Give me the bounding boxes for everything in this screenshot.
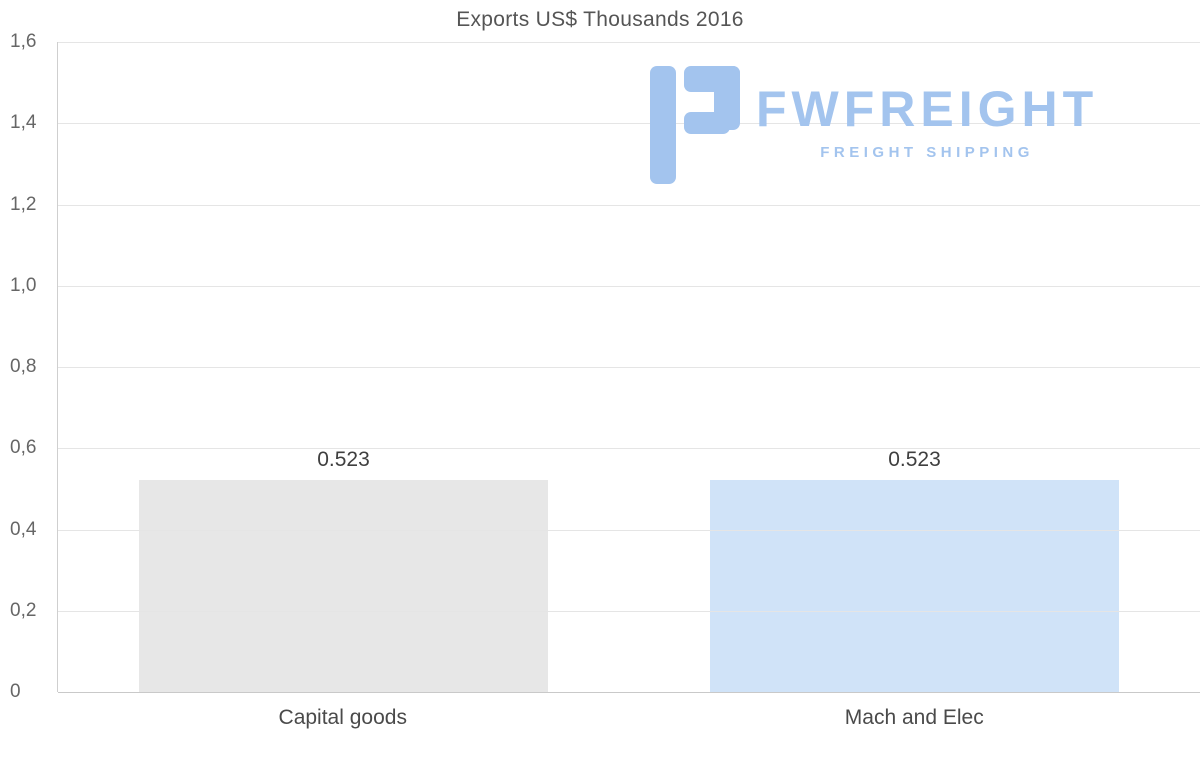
- fwfreight-logo-icon: [648, 66, 740, 189]
- y-axis: 0 0,2 0,4 0,6 0,8 1,0 1,2 1,4 1,6: [0, 0, 50, 763]
- y-tick-label: 0,4: [10, 518, 37, 540]
- y-tick-label: 1,4: [10, 112, 37, 134]
- watermark-tagline: FREIGHT SHIPPING: [820, 144, 1034, 161]
- y-tick-label: 0,2: [10, 599, 37, 621]
- bar-capital-goods: 0.523: [139, 448, 548, 692]
- chart-title: Exports US$ Thousands 2016: [456, 8, 744, 31]
- y-tick-label: 0,8: [10, 356, 37, 377]
- watermark-logo: FWFREIGHT FREIGHT SHIPPING: [648, 66, 1098, 189]
- gridline: [58, 692, 1200, 693]
- plot-area: 0.523 0.523: [57, 42, 1200, 693]
- y-tick-label: 0: [10, 681, 21, 702]
- y-tick-label: 0,6: [10, 437, 37, 459]
- x-axis: Capital goods Mach and Elec: [57, 706, 1200, 730]
- y-tick-label: 1,2: [10, 193, 37, 215]
- gridline: [58, 285, 1200, 287]
- gridline: [58, 367, 1200, 368]
- gridline: [58, 204, 1200, 206]
- gridline: [58, 123, 1200, 125]
- bar-group-mach-and-elec: 0.523: [629, 42, 1200, 692]
- gridline: [58, 448, 1200, 450]
- watermark-brand: FWFREIGHT: [756, 81, 1099, 137]
- y-tick-label: 1,0: [10, 274, 37, 296]
- y-tick-label: 1,6: [10, 31, 37, 52]
- watermark-text: FWFREIGHT FREIGHT SHIPPING: [756, 66, 1098, 161]
- bar-value-label-mach-and-elec: 0.523: [888, 447, 941, 471]
- bar-group-capital-goods: 0.523: [58, 42, 629, 692]
- gridline: [58, 610, 1200, 612]
- bar-value-label-capital-goods: 0.523: [317, 447, 370, 471]
- gridline: [58, 42, 1200, 43]
- x-tick-label-mach-and-elec: Mach and Elec: [844, 706, 984, 729]
- gridline: [58, 529, 1200, 531]
- bar-mach-and-elec: 0.523: [710, 448, 1119, 692]
- x-tick-label-capital-goods: Capital goods: [278, 706, 407, 729]
